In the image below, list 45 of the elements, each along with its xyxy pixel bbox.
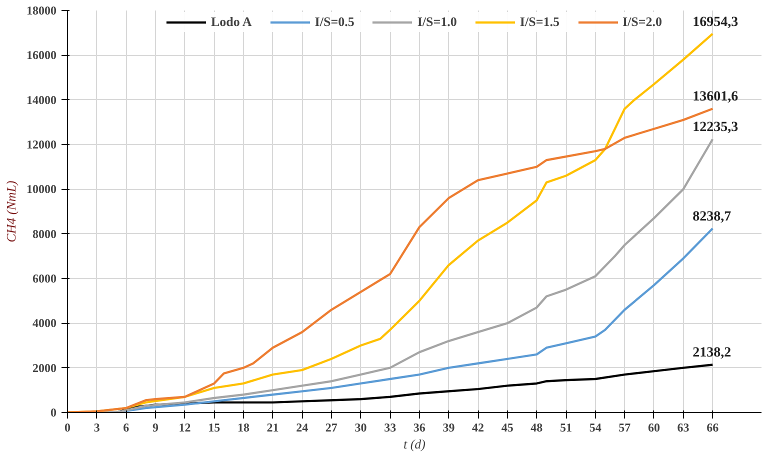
x-tick-label: 27 bbox=[325, 420, 338, 434]
legend-label: I/S=1.5 bbox=[520, 14, 560, 30]
x-tick-label: 45 bbox=[501, 420, 514, 434]
y-axis-title: CH4 (NmL) bbox=[4, 180, 18, 242]
y-tick-label: 10000 bbox=[26, 182, 56, 196]
x-tick-label: 12 bbox=[178, 420, 191, 434]
y-tick-label: 2000 bbox=[32, 360, 56, 375]
legend-label: Lodo A bbox=[210, 14, 252, 30]
data-label: 13601,6 bbox=[692, 90, 738, 105]
x-tick-label: 3 bbox=[94, 420, 100, 434]
legend-label: I/S=0.5 bbox=[314, 14, 354, 30]
y-tick-label: 18000 bbox=[26, 4, 56, 18]
x-axis-title: t (d) bbox=[403, 436, 426, 452]
x-tick-label: 57 bbox=[618, 420, 631, 434]
legend-label: I/S=1.0 bbox=[417, 14, 457, 30]
x-tick-label: 21 bbox=[266, 420, 279, 434]
data-label: 16954,3 bbox=[692, 14, 738, 30]
y-tick-label: 14000 bbox=[26, 92, 56, 107]
x-tick-label: 0 bbox=[64, 420, 70, 434]
x-tick-label: 33 bbox=[384, 420, 396, 434]
legend-label: I/S=2.0 bbox=[622, 14, 662, 30]
y-tick-label: 8000 bbox=[32, 226, 56, 241]
x-tick-label: 48 bbox=[530, 420, 543, 434]
data-label: 2138,2 bbox=[692, 346, 732, 361]
y-tick-label: 4000 bbox=[32, 316, 56, 330]
x-tick-label: 30 bbox=[354, 420, 367, 434]
data-label: 8238,7 bbox=[692, 210, 732, 224]
x-tick-label: 60 bbox=[648, 420, 660, 434]
x-tick-label: 39 bbox=[442, 420, 455, 434]
x-tick-label: 42 bbox=[472, 420, 484, 434]
x-tick-label: 18 bbox=[237, 420, 250, 434]
y-tick-label: 0 bbox=[50, 406, 56, 420]
x-tick-label: 15 bbox=[208, 420, 220, 434]
x-tick-label: 6 bbox=[123, 420, 130, 434]
x-tick-label: 36 bbox=[413, 420, 426, 434]
y-tick-label: 6000 bbox=[32, 272, 56, 286]
x-tick-label: 51 bbox=[560, 420, 572, 434]
x-tick-label: 24 bbox=[296, 420, 308, 434]
x-tick-label: 54 bbox=[589, 420, 602, 434]
x-tick-label: 63 bbox=[677, 420, 690, 434]
y-tick-label: 12000 bbox=[26, 138, 56, 152]
y-tick-label: 16000 bbox=[26, 48, 56, 62]
x-tick-label: 66 bbox=[706, 420, 719, 434]
x-tick-label: 9 bbox=[152, 420, 158, 434]
data-label: 12235,3 bbox=[692, 120, 738, 136]
